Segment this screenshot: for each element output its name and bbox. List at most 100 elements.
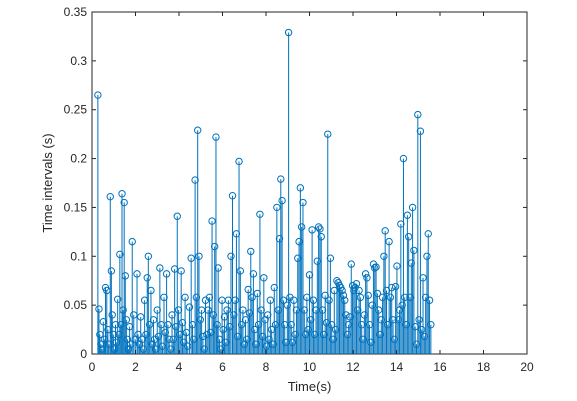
stem-marker [365, 320, 374, 329]
stem-marker [253, 289, 261, 298]
stem-marker [360, 311, 369, 319]
stem-214 [368, 301, 376, 354]
stem-marker [354, 306, 362, 314]
stem-marker [252, 340, 260, 348]
stem-marker [313, 257, 322, 265]
stem-120 [245, 309, 254, 354]
stem-marker [222, 338, 230, 346]
stem-marker [361, 270, 370, 278]
stem-213 [367, 338, 375, 354]
stem-marker [192, 293, 201, 302]
stem-22 [118, 190, 126, 354]
stem-marker [144, 252, 153, 260]
stem-50 [153, 306, 161, 354]
stem-marker [205, 293, 214, 302]
stem-marker [371, 264, 379, 272]
stem-250 [415, 316, 423, 354]
y-tick-label: 0.1 [70, 249, 87, 263]
stem-marker [258, 332, 267, 341]
stem-92 [209, 311, 218, 354]
stem-137 [267, 325, 276, 354]
stem-marker [119, 306, 127, 314]
stem-177 [320, 330, 328, 354]
stem-marker [194, 126, 202, 134]
stem-194 [342, 311, 350, 354]
stem-marker [424, 230, 432, 238]
stem-85 [200, 345, 208, 354]
stem-203 [354, 306, 362, 354]
stem-202 [352, 279, 361, 354]
stem-marker [325, 296, 333, 304]
stem-series [94, 28, 435, 354]
stem-134 [264, 311, 272, 354]
stem-164 [303, 293, 311, 354]
stem-marker [120, 198, 128, 207]
stem-31 [128, 237, 136, 354]
stem-marker [275, 234, 284, 243]
stem-marker [267, 325, 276, 334]
stem-233 [393, 262, 401, 354]
y-tick-label: 0.2 [70, 152, 87, 166]
stem-marker [262, 342, 271, 350]
stem-65 [173, 212, 181, 354]
stem-124 [250, 325, 259, 354]
stem-82 [196, 316, 205, 354]
stem-marker [305, 271, 314, 279]
stem-87 [203, 330, 211, 354]
stem-67 [176, 330, 184, 354]
stem-marker [384, 320, 392, 329]
stem-marker [403, 211, 412, 219]
stem-marker [219, 325, 227, 334]
stem-184 [329, 335, 337, 354]
stem-marker [207, 328, 215, 337]
stem-marker [373, 289, 382, 298]
stem-marker [304, 325, 312, 334]
stem-169 [309, 296, 318, 354]
stem-marker [94, 91, 102, 99]
stem-25 [121, 272, 129, 354]
stem-217 [372, 263, 380, 354]
stem-marker [107, 267, 116, 275]
stem-marker [390, 335, 399, 344]
y-tick-label: 0.3 [70, 54, 87, 68]
stem-241 [403, 211, 412, 354]
stem-122 [248, 293, 256, 354]
stem-marker [247, 247, 255, 256]
stem-marker [145, 320, 154, 329]
stem-marker [172, 322, 180, 331]
stem-marker [185, 303, 194, 311]
stem-marker [407, 259, 415, 267]
stem-marker [125, 322, 134, 331]
stem-marker [377, 316, 385, 324]
stem-marker [343, 330, 352, 339]
stem-marker [200, 345, 208, 353]
stem-56 [161, 328, 169, 354]
stem-marker [248, 293, 256, 302]
stem-marker [139, 345, 148, 353]
x-tick-label: 14 [390, 360, 404, 374]
stem-marker [376, 330, 384, 339]
stem-249 [414, 110, 422, 354]
stem-marker [208, 217, 216, 225]
stem-marker [173, 212, 181, 220]
stem-marker [116, 250, 124, 259]
stem-marker [257, 306, 265, 314]
stem-23 [119, 306, 127, 354]
stem-170 [311, 330, 319, 354]
stem-marker [269, 340, 277, 348]
stem-84 [199, 332, 207, 354]
stem-marker [138, 335, 146, 344]
stem-185 [330, 286, 338, 354]
stem-220 [376, 330, 384, 354]
stem-marker [169, 335, 178, 344]
stem-0 [94, 91, 102, 354]
stem-159 [296, 184, 305, 354]
stem-marker [299, 198, 307, 207]
stem-155 [291, 330, 299, 354]
stem-marker [168, 311, 176, 319]
stem-marker [291, 330, 299, 339]
stem-144 [277, 175, 285, 354]
stem-143 [275, 234, 284, 354]
stem-69 [178, 319, 187, 354]
stem-207 [359, 335, 367, 354]
